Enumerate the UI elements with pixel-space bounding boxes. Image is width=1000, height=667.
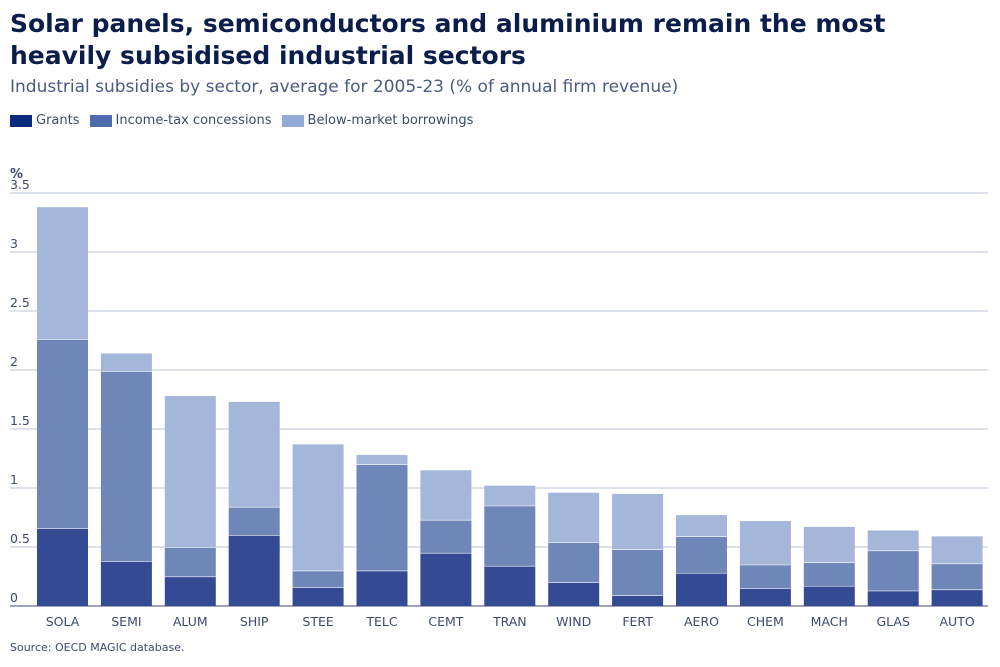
bar-auto-below-market <box>931 536 983 564</box>
y-tick-label: 0.5 <box>10 531 30 546</box>
legend-label-below-market: Below-market borrowings <box>307 113 474 128</box>
x-tick-label: STEE <box>302 614 333 629</box>
x-tick-label: CHEM <box>747 614 784 629</box>
legend-swatch-below-market <box>281 114 304 127</box>
legend-label-grants: Grants <box>36 113 80 128</box>
bar-glas-grants <box>867 590 919 606</box>
bar-semi-grants <box>100 561 152 606</box>
bars <box>37 207 983 606</box>
legend-swatch-income-tax <box>89 114 112 127</box>
bar-tran-income-tax <box>484 505 536 566</box>
x-tick-label: GLAS <box>876 614 909 629</box>
legend-label-income-tax: Income-tax concessions <box>115 113 272 128</box>
bar-wind-income-tax <box>548 542 600 583</box>
bar-mach-income-tax <box>803 562 855 586</box>
bar-cemt-income-tax <box>420 519 472 553</box>
legend-swatch-grants <box>10 114 32 127</box>
bar-cemt-grants <box>420 552 472 606</box>
bar-sola-income-tax <box>37 339 88 529</box>
bar-aero-below-market <box>676 515 727 537</box>
bar-stee-below-market <box>292 444 344 571</box>
y-tick-label: 3.5 <box>10 177 30 192</box>
x-tick-label: AERO <box>684 614 719 629</box>
bar-mach-below-market <box>803 526 855 563</box>
bar-telc-below-market <box>356 454 408 465</box>
chart-title: Solar panels, semiconductors and alumini… <box>10 9 886 70</box>
legend-item-below-market: Below-market borrowings <box>281 113 474 128</box>
bar-auto-grants <box>931 589 983 606</box>
x-axis-ticks: SOLA SEMI ALUM SHIP STEE TELC CEMT TRAN WIND FERT… <box>46 614 975 629</box>
bar-fert-below-market <box>612 493 664 550</box>
bar-tran-below-market <box>484 485 536 506</box>
bar-aero-income-tax <box>676 536 727 573</box>
x-tick-label: TELC <box>365 614 397 629</box>
legend: Grants Income-tax concessions Below-mark… <box>10 113 483 128</box>
bar-semi-below-market <box>100 353 152 372</box>
bar-sola-grants <box>37 528 88 606</box>
x-tick-label: SEMI <box>111 614 141 629</box>
x-tick-label: AUTO <box>940 614 975 629</box>
bar-chem-income-tax <box>739 564 791 589</box>
legend-item-income-tax: Income-tax concessions <box>89 113 272 128</box>
bar-stee-grants <box>292 587 344 606</box>
x-tick-label: FERT <box>622 614 653 629</box>
x-tick-label: CEMT <box>428 614 463 629</box>
bar-aero-grants <box>676 572 727 606</box>
chart-subtitle: Industrial subsidies by sector, average … <box>10 77 679 97</box>
bar-alum-grants <box>164 576 216 606</box>
y-axis-ticks: 0 0.5 1 1.5 2 2.5 3 3.5 <box>10 177 30 605</box>
bar-wind-below-market <box>548 492 600 543</box>
source-note: Source: OECD MAGIC database. <box>10 641 185 654</box>
bar-telc-income-tax <box>356 464 408 571</box>
bar-alum-income-tax <box>164 547 216 577</box>
bar-wind-grants <box>548 582 600 606</box>
x-tick-label: ALUM <box>173 614 208 629</box>
bar-semi-income-tax <box>100 371 152 562</box>
bar-auto-income-tax <box>931 563 983 590</box>
bar-ship-income-tax <box>228 506 280 536</box>
bar-tran-grants <box>484 565 536 606</box>
x-tick-label: TRAN <box>492 614 527 629</box>
x-tick-label: MACH <box>811 614 848 629</box>
bar-chem-below-market <box>739 521 791 565</box>
bar-fert-income-tax <box>612 549 664 596</box>
y-tick-label: 3 <box>10 236 18 251</box>
bar-glas-income-tax <box>867 550 919 591</box>
x-tick-label: SHIP <box>240 614 269 629</box>
bar-chem-grants <box>739 588 791 606</box>
bar-alum-below-market <box>164 395 216 547</box>
bar-fert-grants <box>612 595 664 606</box>
bar-stee-income-tax <box>292 570 344 588</box>
y-tick-label: 2.5 <box>10 295 30 310</box>
y-tick-label: 2 <box>10 354 18 369</box>
y-tick-label: 0 <box>10 590 18 605</box>
bar-sola-below-market <box>37 207 88 340</box>
bar-glas-below-market <box>867 530 919 551</box>
bar-mach-grants <box>803 585 855 606</box>
bar-cemt-below-market <box>420 470 472 520</box>
y-tick-label: 1.5 <box>10 413 30 428</box>
y-tick-label: 1 <box>10 472 18 487</box>
x-tick-label: WIND <box>556 614 591 629</box>
bar-ship-grants <box>228 535 280 606</box>
y-axis-unit-label: % <box>10 167 23 182</box>
bar-telc-grants <box>356 570 408 606</box>
bar-ship-below-market <box>228 401 280 507</box>
x-tick-label: SOLA <box>46 614 80 629</box>
legend-item-grants: Grants <box>10 113 80 128</box>
